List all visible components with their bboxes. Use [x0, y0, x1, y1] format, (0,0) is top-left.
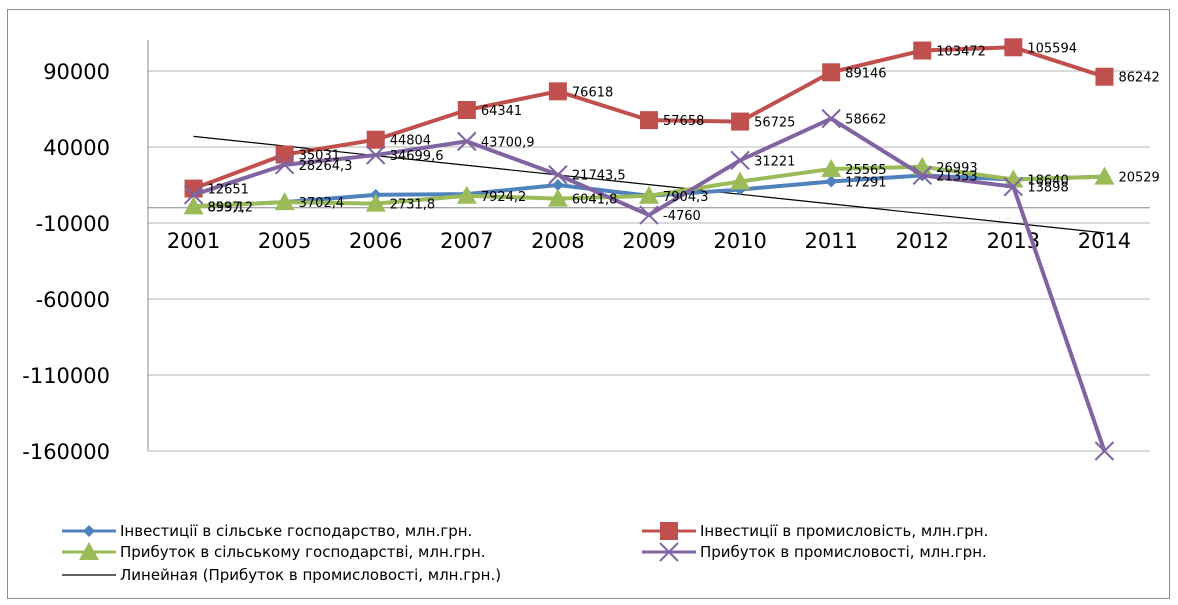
- data-point: [547, 188, 568, 207]
- data-point: [1094, 166, 1115, 185]
- data-point: [365, 193, 386, 212]
- x-tick-label: 2012: [896, 229, 949, 253]
- x-tick-label: 2011: [804, 229, 857, 253]
- data-label: 58662: [845, 113, 886, 128]
- data-point: [275, 145, 294, 164]
- legend-label: Інвестиції в промисловість, млн.грн.: [700, 522, 988, 540]
- y-tick-label: 90000: [43, 60, 110, 84]
- x-tick-label: 2007: [440, 229, 493, 253]
- data-point: [821, 158, 842, 177]
- data-label: 26993: [936, 161, 977, 176]
- data-point: [366, 130, 385, 149]
- y-tick-label: -160000: [22, 440, 110, 464]
- data-point: [825, 175, 838, 188]
- x-tick-label: 2009: [622, 229, 675, 253]
- data-point: [640, 111, 658, 130]
- legend-label: Прибуток в сільському господарстві, млн.…: [120, 543, 486, 561]
- data-point: [730, 171, 751, 190]
- data-point: [274, 155, 295, 175]
- data-point: [83, 525, 95, 537]
- data-label: 43700,9: [481, 135, 535, 150]
- data-label: 7904,3: [663, 190, 709, 205]
- data-label: 21743,5: [572, 169, 626, 184]
- data-label: 21353: [936, 169, 977, 184]
- y-tick-label: 40000: [43, 136, 110, 160]
- data-point: [79, 542, 99, 560]
- data-label: 3702,4: [299, 196, 345, 211]
- data-label: 57658: [663, 114, 704, 129]
- data-label: 35031: [299, 149, 340, 164]
- data-point: [731, 112, 750, 131]
- data-point: [457, 101, 476, 120]
- data-label: 18640: [1027, 173, 1068, 188]
- x-tick-label: 2008: [531, 229, 584, 253]
- x-tick-label: 2006: [349, 229, 402, 253]
- x-tick-label: 2001: [167, 229, 220, 253]
- data-label: 64341: [481, 104, 522, 119]
- data-label: 899,1: [208, 200, 245, 215]
- data-label: 2731,8: [390, 198, 436, 213]
- y-tick-label: -10000: [36, 212, 110, 236]
- data-point: [821, 108, 841, 129]
- data-label: 6041,8: [572, 193, 618, 208]
- data-label: 12651: [208, 183, 249, 198]
- legend-label: Прибуток в промисловості, млн.грн.: [700, 543, 987, 561]
- data-point: [366, 145, 386, 165]
- data-point: [1004, 38, 1023, 57]
- legend-label: Інвестиції в сільське господарство, млн.…: [120, 522, 472, 540]
- data-label: 76618: [572, 85, 613, 100]
- data-point: [1094, 441, 1115, 461]
- data-label: 89146: [845, 66, 886, 81]
- data-label: 8537,2: [208, 200, 254, 215]
- data-point: [457, 131, 477, 152]
- data-point: [913, 41, 932, 60]
- data-label: 28264,3: [299, 159, 353, 174]
- data-point: [274, 192, 295, 211]
- data-point: [456, 185, 477, 204]
- data-label: 13898: [1027, 181, 1068, 196]
- data-label: 7924,2: [481, 190, 527, 205]
- data-point: [183, 185, 204, 205]
- data-label: 56725: [754, 116, 795, 131]
- trendline: [193, 135, 1105, 234]
- data-point: [548, 82, 567, 101]
- data-point: [660, 522, 678, 540]
- data-point: [730, 150, 750, 171]
- x-tick-label: 2014: [1078, 229, 1131, 253]
- y-tick-label: -110000: [22, 364, 110, 388]
- data-point: [822, 63, 841, 82]
- data-label: -4760: [663, 209, 701, 224]
- legend-label: Линейная (Прибуток в промисловості, млн.…: [120, 566, 501, 584]
- data-label: 34699,6: [390, 149, 444, 164]
- x-tick-label: 2005: [258, 229, 311, 253]
- data-label: 103472: [936, 45, 986, 60]
- chart-area: [7, 9, 1170, 599]
- data-label: 86242: [1118, 71, 1159, 86]
- data-label: 44804: [390, 134, 431, 149]
- data-point: [659, 542, 679, 562]
- data-point: [639, 185, 659, 204]
- data-label: 25565: [845, 163, 886, 178]
- data-point: [1095, 67, 1114, 86]
- data-point: [1003, 176, 1024, 197]
- x-tick-label: 2010: [713, 229, 766, 253]
- data-label: 31221: [754, 154, 795, 169]
- data-point: [183, 196, 204, 215]
- data-point: [551, 179, 564, 191]
- data-label: 20529: [1118, 171, 1159, 186]
- y-tick-label: -60000: [36, 288, 110, 312]
- data-point: [639, 205, 659, 225]
- data-point: [548, 165, 568, 185]
- data-label: 17291: [845, 176, 886, 191]
- data-label: 105594: [1027, 41, 1077, 56]
- data-point: [912, 165, 932, 186]
